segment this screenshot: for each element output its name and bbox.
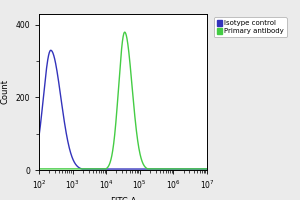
Legend: Isotype control, Primary antibody: Isotype control, Primary antibody [214,17,287,37]
Y-axis label: Count: Count [1,79,10,104]
X-axis label: FITC-A: FITC-A [110,197,136,200]
